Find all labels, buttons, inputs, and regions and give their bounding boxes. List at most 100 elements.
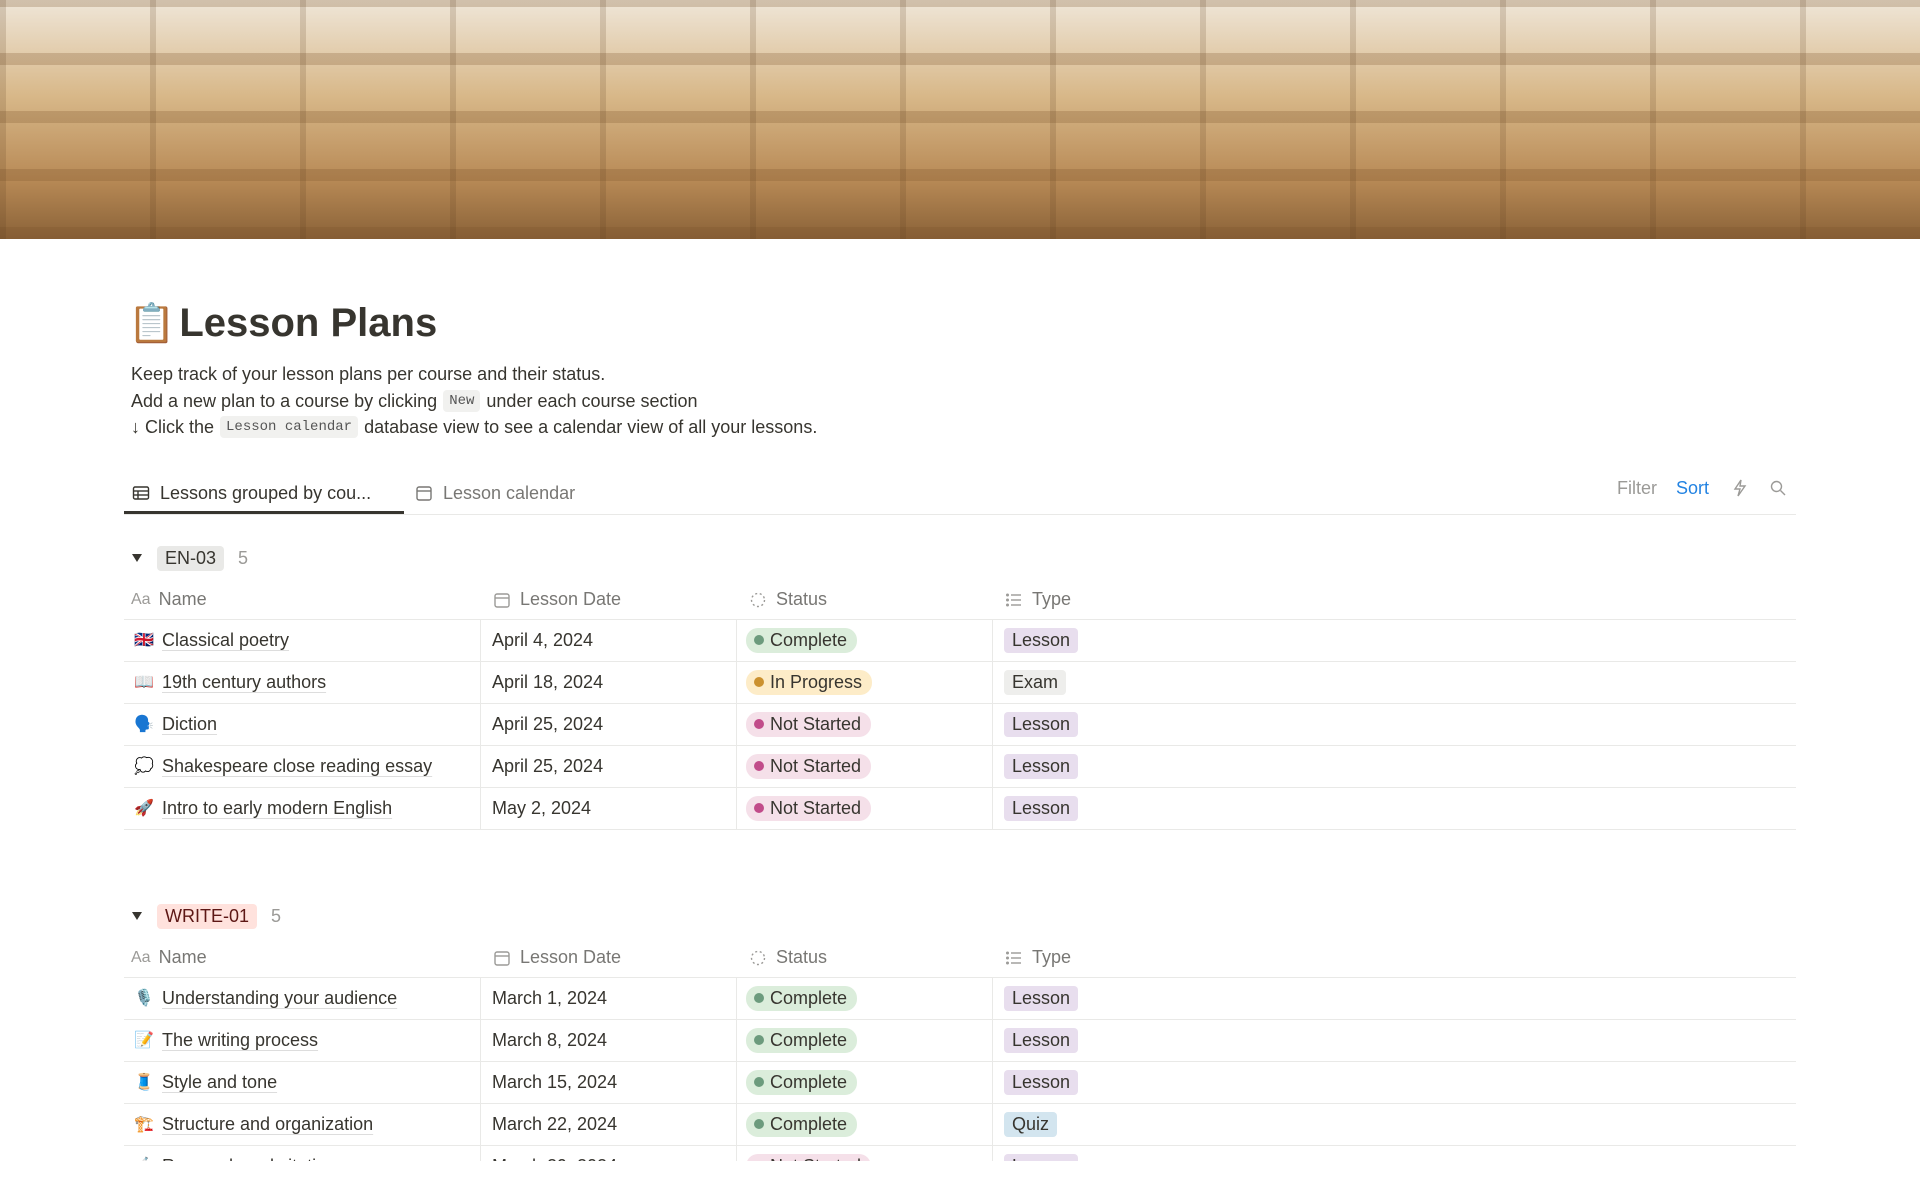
name-cell[interactable]: 🚀 Intro to early modern English <box>134 787 392 829</box>
status-tag: Complete <box>746 1027 858 1053</box>
view-tab[interactable]: Lesson calendar <box>414 475 575 511</box>
name-cell[interactable]: 📝 The writing process <box>134 1019 318 1061</box>
name-cell[interactable]: 💭 Shakespeare close reading essay <box>134 745 432 787</box>
lesson-date: May 2, 2024 <box>492 797 592 818</box>
filter-button[interactable]: Filter <box>1617 478 1657 498</box>
status-tag: Not Started <box>746 1153 872 1161</box>
group-header: WRITE-01 5 <box>131 904 281 929</box>
column-divider <box>480 1145 481 1161</box>
column-icon <box>1004 590 1024 610</box>
column-header[interactable]: Aa Name <box>131 589 207 610</box>
description-text: under each course section <box>486 390 698 411</box>
status-tag: In Progress <box>746 669 873 695</box>
row-divider <box>124 1061 1796 1062</box>
page-title: 📋 Lesson Plans <box>128 301 437 346</box>
status-label: Not Started <box>770 713 862 734</box>
status-cell: Not Started <box>746 787 872 829</box>
status-label: Not Started <box>770 797 862 818</box>
description-text: database view to see a calendar view of … <box>364 416 818 437</box>
date-cell: April 18, 2024 <box>492 661 603 703</box>
type-tag: Lesson <box>1004 1027 1079 1053</box>
cover-image <box>0 0 1920 239</box>
row-name: Diction <box>162 713 218 734</box>
column-header[interactable]: Lesson Date <box>492 947 621 968</box>
type-tag: Lesson <box>1004 627 1079 653</box>
name-cell[interactable]: 🇬🇧 Classical poetry <box>134 619 289 661</box>
column-header[interactable]: Lesson Date <box>492 589 621 610</box>
row-icon: 🏗️ <box>134 1116 154 1133</box>
column-header[interactable]: Type <box>1004 589 1071 610</box>
column-icon: Aa <box>131 948 151 966</box>
status-dot <box>754 1077 764 1087</box>
row-icon: 🚀 <box>134 800 154 817</box>
column-header[interactable]: Type <box>1004 947 1071 968</box>
type-tag: Lesson <box>1004 1069 1079 1095</box>
tab-label: Lesson calendar <box>443 482 576 503</box>
collapse-toggle[interactable] <box>131 551 143 567</box>
status-label: Complete <box>770 1113 848 1134</box>
status-tag: Complete <box>746 627 858 653</box>
column-divider <box>992 619 993 661</box>
status-tag: Complete <box>746 1069 858 1095</box>
row-icon: 💭 <box>134 758 154 775</box>
column-divider <box>992 1019 993 1061</box>
status-cell: Complete <box>746 1103 858 1145</box>
row-icon: 🧵 <box>134 1074 154 1091</box>
group-count: 5 <box>271 906 282 926</box>
status-label: In Progress <box>770 671 863 692</box>
row-icon: 🎙️ <box>134 990 154 1007</box>
group-count: 5 <box>238 548 249 568</box>
column-divider <box>736 1061 737 1103</box>
description-text: ↓ Click the <box>131 416 215 437</box>
name-cell[interactable]: 🧵 Style and tone <box>134 1061 277 1103</box>
inline-code: Lesson calendar <box>220 416 359 438</box>
column-divider <box>480 1061 481 1103</box>
collapse-toggle[interactable] <box>131 909 143 925</box>
column-label: Status <box>776 947 828 967</box>
type-cell: Lesson <box>1004 977 1079 1019</box>
inline-code: New <box>443 390 481 412</box>
type-cell: Lesson <box>1004 1061 1079 1103</box>
status-dot <box>754 1119 764 1129</box>
type-cell: Lesson <box>1004 619 1079 661</box>
type-tag: Lesson <box>1004 1153 1079 1161</box>
sort-button[interactable]: Sort <box>1676 478 1710 498</box>
title-text: Lesson Plans <box>179 301 438 345</box>
row-name: The writing process <box>162 1029 319 1050</box>
date-cell: March 1, 2024 <box>492 977 607 1019</box>
row-icon: 🇬🇧 <box>134 632 154 649</box>
column-divider <box>736 977 737 1019</box>
column-icon <box>748 948 768 968</box>
name-cell[interactable]: 🏗️ Structure and organization <box>134 1103 373 1145</box>
row-divider <box>124 1145 1796 1146</box>
column-header[interactable]: Aa Name <box>131 947 207 968</box>
status-dot <box>754 719 764 729</box>
name-cell[interactable]: 🔬 Research and citation <box>134 1145 336 1162</box>
row-divider <box>124 745 1796 746</box>
column-header[interactable]: Status <box>748 947 827 968</box>
content: 📋 Lesson Plans Keep track of your lesson p… <box>0 239 1920 1161</box>
view-tab[interactable]: Lessons grouped by cou... <box>131 475 371 511</box>
name-cell[interactable]: 📖 19th century authors <box>134 661 326 703</box>
type-tag: Lesson <box>1004 711 1079 737</box>
row-icon: 📖 <box>134 674 154 691</box>
lesson-date: March 22, 2024 <box>492 1113 618 1134</box>
row-divider <box>124 1019 1796 1020</box>
column-divider <box>736 703 737 745</box>
row-divider <box>124 619 1796 620</box>
type-cell: Lesson <box>1004 745 1079 787</box>
column-icon <box>748 590 768 610</box>
name-cell[interactable]: 🎙️ Understanding your audience <box>134 977 397 1019</box>
lesson-date: March 29, 2024 <box>492 1156 617 1162</box>
row-name: 19th century authors <box>162 671 327 692</box>
name-cell[interactable]: 🗣️ Diction <box>134 703 217 745</box>
row-name: Structure and organization <box>162 1113 374 1134</box>
column-divider <box>992 1145 993 1161</box>
column-header[interactable]: Status <box>748 589 827 610</box>
description-line: Keep track of your lesson plans per cour… <box>131 364 605 385</box>
column-divider <box>992 703 993 745</box>
description-text: Keep track of your lesson plans per cour… <box>131 364 606 384</box>
lesson-date: April 4, 2024 <box>492 629 594 650</box>
row-icon: 📝 <box>134 1032 154 1049</box>
